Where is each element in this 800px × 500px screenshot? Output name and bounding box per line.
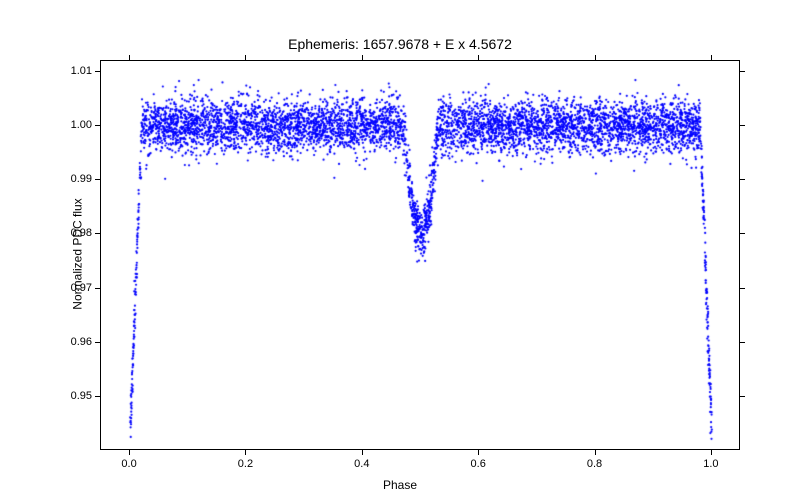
x-tick-label: 0.0 <box>121 458 136 470</box>
x-tick-mark <box>245 450 246 455</box>
y-tick-mark <box>95 288 100 289</box>
x-tick-label: 0.6 <box>471 458 486 470</box>
y-tick-mark <box>95 71 100 72</box>
x-tick-label: 0.4 <box>354 458 369 470</box>
x-tick-mark <box>711 55 712 60</box>
y-tick-label: 1.01 <box>58 65 92 77</box>
y-tick-mark <box>95 233 100 234</box>
x-tick-mark <box>245 55 246 60</box>
scatter-canvas <box>101 61 741 451</box>
y-tick-label: 0.96 <box>58 336 92 348</box>
y-tick-label: 0.98 <box>58 227 92 239</box>
y-tick-label: 0.99 <box>58 173 92 185</box>
x-tick-label: 0.2 <box>238 458 253 470</box>
figure: Ephemeris: 1657.9678 + E x 4.5672 Normal… <box>0 0 800 500</box>
y-tick-mark <box>95 396 100 397</box>
x-tick-label: 1.0 <box>703 458 718 470</box>
chart-title: Ephemeris: 1657.9678 + E x 4.5672 <box>0 36 800 52</box>
x-axis-label: Phase <box>0 478 800 492</box>
x-tick-mark <box>595 450 596 455</box>
x-tick-mark <box>711 450 712 455</box>
x-tick-mark <box>129 55 130 60</box>
y-tick-label: 0.95 <box>58 390 92 402</box>
y-tick-mark <box>740 125 745 126</box>
x-tick-mark <box>478 55 479 60</box>
y-tick-mark <box>740 179 745 180</box>
y-tick-mark <box>740 288 745 289</box>
plot-area <box>100 60 740 450</box>
x-tick-mark <box>595 55 596 60</box>
x-tick-mark <box>362 55 363 60</box>
x-tick-mark <box>129 450 130 455</box>
y-tick-label: 1.00 <box>58 119 92 131</box>
x-tick-mark <box>362 450 363 455</box>
y-tick-mark <box>95 342 100 343</box>
x-tick-label: 0.8 <box>587 458 602 470</box>
y-tick-mark <box>740 233 745 234</box>
y-tick-mark <box>95 125 100 126</box>
y-tick-mark <box>95 179 100 180</box>
y-tick-label: 0.97 <box>58 282 92 294</box>
y-tick-mark <box>740 342 745 343</box>
y-tick-mark <box>740 71 745 72</box>
x-tick-mark <box>478 450 479 455</box>
y-tick-mark <box>740 396 745 397</box>
